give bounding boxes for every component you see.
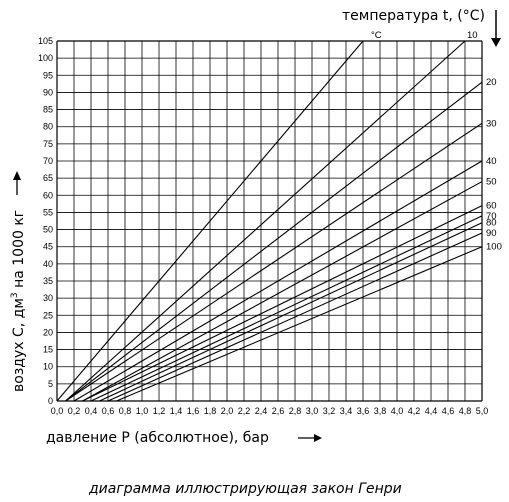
y-tick-label: 105: [38, 36, 53, 46]
y-tick-label: 5: [48, 379, 53, 389]
x-tick-label: 2,8: [289, 406, 302, 416]
y-tick-label: 100: [38, 53, 53, 63]
temperature-title: температура t, (°C): [342, 8, 485, 24]
temperature-label: 70: [486, 211, 497, 222]
series-line-30: [65, 122, 483, 402]
y-tick-label: 55: [43, 207, 53, 217]
x-tick-label: 3,0: [306, 406, 319, 416]
series-line-20: [65, 81, 483, 402]
series-line-degC: [56, 40, 364, 402]
x-tick-label: 0,4: [85, 406, 98, 416]
x-tick-label: 1,2: [153, 406, 166, 416]
temperature-label: 80: [486, 218, 497, 229]
x-tick-label: 5,0: [476, 406, 489, 416]
y-tick-label: 60: [43, 190, 53, 200]
y-tick-label: 70: [43, 156, 53, 166]
series-line-100: [116, 246, 483, 402]
y-tick-label: 0: [48, 396, 53, 406]
y-tick-label: 80: [43, 122, 53, 132]
x-axis-arrow: [298, 434, 322, 442]
series-line-90: [107, 232, 483, 402]
x-tick-label: 1,8: [204, 406, 217, 416]
series-line-40: [73, 160, 483, 402]
x-tick-label: 2,6: [272, 406, 285, 416]
x-tick-label: 3,2: [323, 406, 336, 416]
y-tick-label: 15: [43, 345, 53, 355]
y-axis-arrow: [13, 171, 21, 195]
x-tick-label: 4,0: [391, 406, 404, 416]
x-tick-label: 2,0: [221, 406, 234, 416]
x-tick-labels: 0,0 0,2 0,4 0,6 0,8 1,0 1,2 1,4 1,6 1,8 2,0 2,2 2,4 2…: [51, 406, 489, 416]
y-axis-title: воздух С, дм3 на 1000 кг: [10, 210, 27, 392]
temperature-label: 10: [467, 30, 478, 41]
chart-caption: диаграмма иллюстрирующая закон Генри: [88, 481, 402, 497]
series-line-80: [99, 222, 483, 402]
chart-grid: [56, 40, 483, 402]
temperature-label: 20: [486, 77, 497, 88]
y-tick-label: 40: [43, 259, 53, 269]
x-axis-title: давление P (абсолютное), бар: [46, 430, 269, 446]
y-tick-labels: 0 5 10 15 20 25 30 35 40 45 50 55 60 65 70 75 80 85 90 95 10…: [38, 36, 53, 406]
temperature-label: 60: [486, 201, 497, 212]
series-line-50: [82, 181, 483, 402]
x-tick-label: 4,8: [459, 406, 472, 416]
x-tick-label: 2,4: [255, 406, 268, 416]
temperature-label: 40: [486, 156, 497, 167]
y-tick-label: 50: [43, 225, 53, 235]
x-tick-label: 1,0: [136, 406, 149, 416]
y-axis-title-prefix: воздух С, дм: [11, 298, 27, 392]
temperature-arrow: [491, 10, 501, 47]
temperature-label: °C: [371, 30, 382, 41]
x-tick-label: 3,8: [374, 406, 387, 416]
x-tick-label: 0,0: [51, 406, 64, 416]
y-tick-label: 35: [43, 276, 53, 286]
x-tick-label: 1,4: [170, 406, 183, 416]
x-tick-label: 0,6: [102, 406, 115, 416]
x-tick-label: 3,4: [340, 406, 353, 416]
y-tick-label: 65: [43, 173, 53, 183]
x-tick-label: 1,6: [187, 406, 200, 416]
y-tick-label: 45: [43, 242, 53, 252]
y-tick-label: 95: [43, 70, 53, 80]
y-axis-title-suffix: на 1000 кг: [11, 210, 27, 293]
y-tick-label: 25: [43, 310, 53, 320]
x-tick-label: 4,4: [425, 406, 438, 416]
x-tick-label: 2,2: [238, 406, 251, 416]
series-line-10: [65, 40, 466, 402]
y-tick-label: 20: [43, 327, 53, 337]
y-tick-label: 85: [43, 105, 53, 115]
x-tick-label: 3,6: [357, 406, 370, 416]
x-tick-label: 4,6: [442, 406, 455, 416]
x-tick-label: 4,2: [408, 406, 421, 416]
y-tick-label: 10: [43, 362, 53, 372]
x-tick-label: 0,8: [119, 406, 132, 416]
series-line-60: [82, 205, 483, 402]
temperature-label: 100: [486, 242, 502, 253]
temperature-label: 90: [486, 228, 497, 239]
series-line-70: [90, 215, 483, 402]
temperature-label: 50: [486, 177, 497, 188]
y-tick-label: 90: [43, 87, 53, 97]
y-tick-label: 30: [43, 293, 53, 303]
chart-series: [56, 40, 483, 402]
temperature-label: 30: [486, 118, 497, 129]
y-axis-title-sup: 3: [10, 292, 20, 298]
y-tick-label: 75: [43, 139, 53, 149]
x-tick-label: 0,2: [68, 406, 81, 416]
